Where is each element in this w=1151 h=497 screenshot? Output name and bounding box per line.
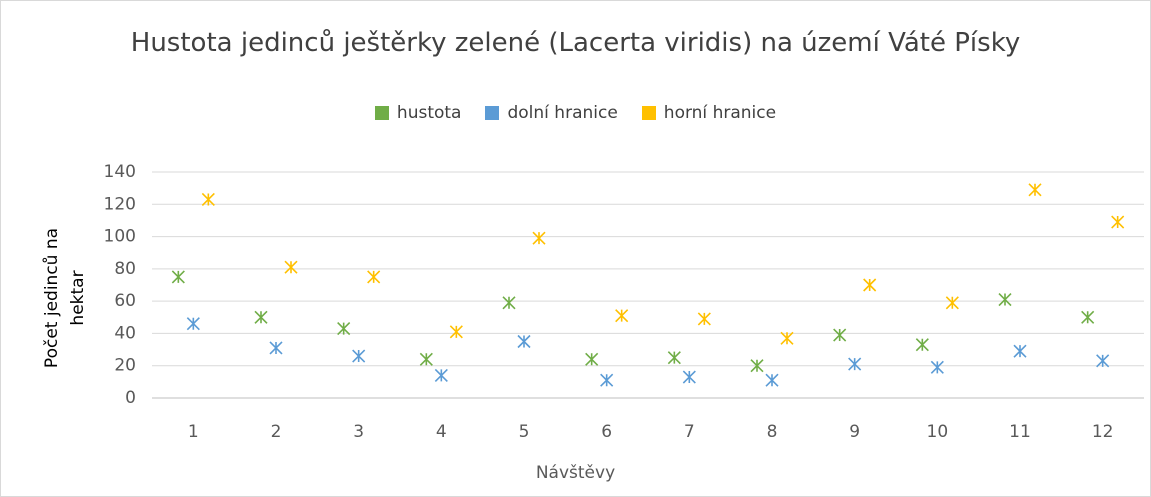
marker [697,312,711,326]
legend: hustota dolní hranice horní hranice [0,103,1151,123]
x-tick-label: 11 [1009,422,1031,442]
legend-item: horní hranice [641,103,777,123]
marker [833,328,847,342]
legend-item: dolní hranice [485,103,618,123]
marker [780,331,794,345]
marker [1096,354,1110,368]
chart-title: Hustota jedinců ještěrky zelené (Lacerta… [130,28,1021,58]
marker [915,338,929,352]
marker [765,373,779,387]
marker [863,278,877,292]
legend-swatch [641,106,656,120]
marker [517,334,531,349]
marker [1028,183,1042,197]
marker [254,310,268,324]
marker [284,260,298,274]
x-tick-label: 7 [684,422,695,442]
marker [998,292,1012,307]
marker [848,357,862,371]
x-tick-label: 8 [767,422,778,442]
marker [615,309,629,323]
marker [434,368,448,382]
x-tick-label: 4 [436,422,447,442]
y-tick-label: 140 [104,162,136,182]
y-tick-label: 20 [114,356,136,376]
x-tick-label: 5 [519,422,530,442]
y-tick-label: 100 [104,227,136,247]
x-tick-label: 10 [927,422,949,442]
x-tick-label: 3 [353,422,364,442]
x-tick-label: 1 [188,422,199,442]
x-tick-label: 6 [601,422,612,442]
marker [449,325,463,339]
legend-label: horní hranice [663,103,777,123]
marker [1013,344,1027,358]
marker [269,341,283,355]
marker [171,270,185,284]
marker [502,296,516,310]
y-tick-label: 120 [104,194,136,214]
marker [682,370,696,384]
legend-swatch [485,106,500,120]
marker [585,352,599,366]
marker [1111,215,1125,229]
x-tick-label: 12 [1092,422,1114,442]
y-tick-label: 40 [114,323,136,343]
legend-item: hustota [374,103,462,123]
marker [1081,310,1095,324]
legend-label: dolní hranice [507,103,618,123]
y-tick-label: 0 [125,388,136,408]
legend-label: hustota [396,103,462,123]
marker [352,349,366,363]
marker [337,322,351,336]
marker [667,351,681,365]
x-tick-label: 2 [271,422,282,442]
marker [201,192,215,207]
marker [600,373,614,387]
legend-swatch [374,106,389,120]
marker [186,317,200,331]
y-tick-label: 60 [114,291,136,311]
marker [750,359,764,373]
marker [419,352,433,366]
marker [945,296,959,310]
x-tick-label: 9 [849,422,860,442]
marker [930,360,944,374]
marker [367,270,381,284]
y-tick-label: 80 [114,259,136,279]
x-axis-title: Návštěvy [535,463,616,483]
marker [532,231,546,245]
